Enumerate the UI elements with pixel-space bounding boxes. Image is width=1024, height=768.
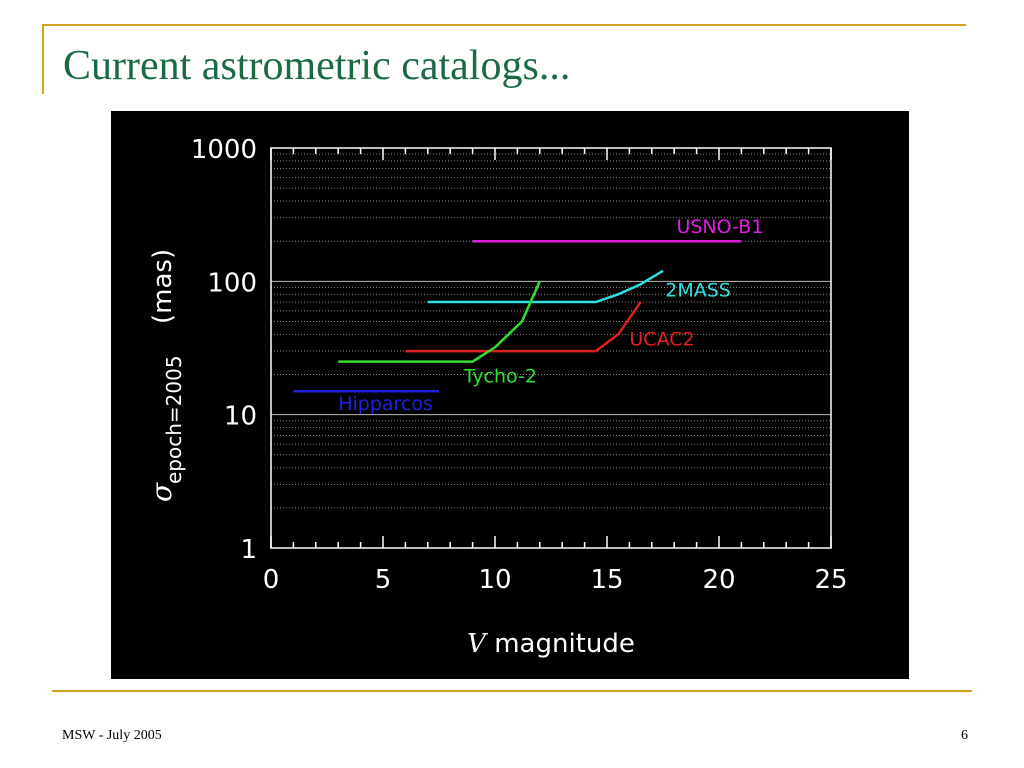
series-line-2mass	[427, 269, 664, 304]
x-axis-label-variable: V	[467, 629, 488, 659]
x-tick-label: 5	[375, 565, 392, 595]
series-label-usno-b1: USNO-B1	[676, 216, 763, 238]
plot-frame	[270, 147, 832, 549]
title-frame	[42, 24, 966, 94]
series-label-hipparcos: Hipparcos	[338, 393, 433, 415]
chart-panel: 0 5 10 15 20 25 1 10 100 1000 V magnitude σ epoch=20…	[111, 111, 909, 679]
y-tick-label: 10	[224, 402, 257, 432]
x-tick-label: 0	[263, 565, 280, 595]
y-tick-label: 1000	[191, 135, 257, 165]
y-tick-label: 1	[240, 535, 257, 565]
slide-title: Current astrometric catalogs...	[63, 43, 571, 89]
x-axis-label-text: magnitude	[486, 629, 635, 659]
series-line-tycho-2	[338, 280, 541, 363]
page-number: 6	[961, 728, 968, 743]
x-tick-label: 25	[814, 565, 847, 595]
y-axis-unit: (mas)	[148, 249, 178, 324]
x-axis-label: V magnitude	[467, 629, 635, 659]
y-tick-label: 100	[207, 268, 257, 298]
footer-rule	[52, 690, 972, 692]
accuracy-vs-magnitude-chart: 0 5 10 15 20 25 1 10 100 1000 V magnitude σepoch=20…	[145, 135, 848, 659]
y-axis-subscript: epoch=2005	[162, 355, 186, 484]
x-tick-label: 20	[702, 565, 735, 595]
footer-label: MSW - July 2005	[62, 728, 162, 743]
series-label-2mass: 2MASS	[665, 279, 731, 301]
y-axis-symbol: σ	[145, 482, 178, 502]
series-label-ucac2: UCAC2	[629, 329, 694, 351]
x-tick-label: 15	[590, 565, 623, 595]
x-tick-label: 10	[478, 565, 511, 595]
series-line-ucac2	[405, 301, 642, 353]
series-label-tycho-2: Tycho-2	[463, 365, 537, 387]
